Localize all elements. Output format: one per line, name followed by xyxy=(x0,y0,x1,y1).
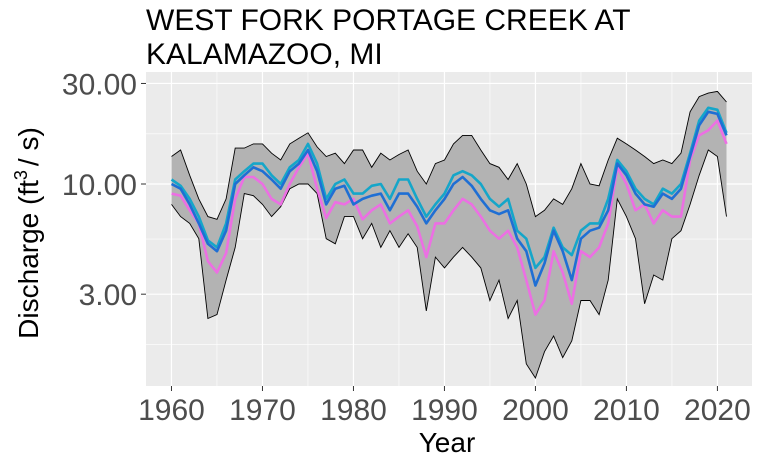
chart-title-line-2: KALAMAZOO, MI xyxy=(146,38,383,71)
y-axis-label-main: Discharge (ft xyxy=(13,180,44,339)
y-axis-label: Discharge (ft3 / s) xyxy=(11,127,44,339)
series-line-3 xyxy=(170,110,728,287)
x-axis-label: Year xyxy=(419,427,476,458)
y-axis-label-tail: / s) xyxy=(13,127,44,166)
x-tick-label: 1990 xyxy=(411,394,478,427)
x-tick-label: 1960 xyxy=(138,394,205,427)
y-tick-label: 10.00 xyxy=(62,169,137,202)
chart-title-line-1: WEST FORK PORTAGE CREEK AT xyxy=(146,4,631,37)
x-tick-label: 2020 xyxy=(684,394,751,427)
x-tick-label: 2000 xyxy=(502,394,569,427)
axis-layer: 3.00 10.00 30.00 1960 1970 1980 1990 2000 2010 20… xyxy=(62,68,751,427)
series-line-1 xyxy=(171,119,728,316)
x-tick-label: 1970 xyxy=(229,394,296,427)
x-tick-label: 2010 xyxy=(593,394,660,427)
data-layer xyxy=(170,90,728,380)
y-tick-label: 3.00 xyxy=(79,279,137,312)
y-tick-label: 30.00 xyxy=(62,68,137,101)
y-axis-label-sup: 3 xyxy=(11,170,31,180)
range-band-upper-edge xyxy=(171,90,727,220)
x-tick-label: 1980 xyxy=(320,394,387,427)
series-line-2 xyxy=(170,106,728,270)
range-band-lower-edge xyxy=(171,149,727,380)
